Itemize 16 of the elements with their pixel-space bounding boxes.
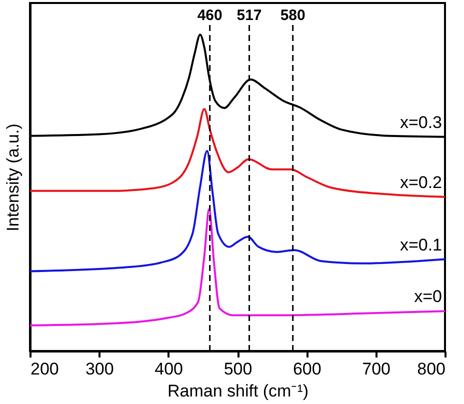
x-tick-label: 700 [362, 360, 391, 378]
series-label: x=0.2 [400, 172, 442, 192]
x-tick-label: 200 [30, 360, 59, 378]
x-tick-label: 800 [417, 360, 446, 378]
ref-line-label: 517 [236, 7, 262, 24]
series-label: x=0 [414, 287, 442, 306]
x-tick-label: 500 [224, 360, 252, 378]
series-label: x=0.3 [400, 112, 442, 132]
ref-line-label: 580 [280, 7, 306, 24]
x-tick-label: 400 [154, 360, 184, 378]
x-axis-title: Raman shift (cm⁻¹) [167, 382, 309, 400]
y-axis-title: Intensity (a.u.) [4, 124, 22, 232]
ref-line-label: 460 [197, 7, 222, 24]
series-label: x=0.1 [400, 235, 442, 254]
x-tick-label: 600 [292, 360, 322, 378]
x-tick-label: 300 [85, 360, 114, 378]
